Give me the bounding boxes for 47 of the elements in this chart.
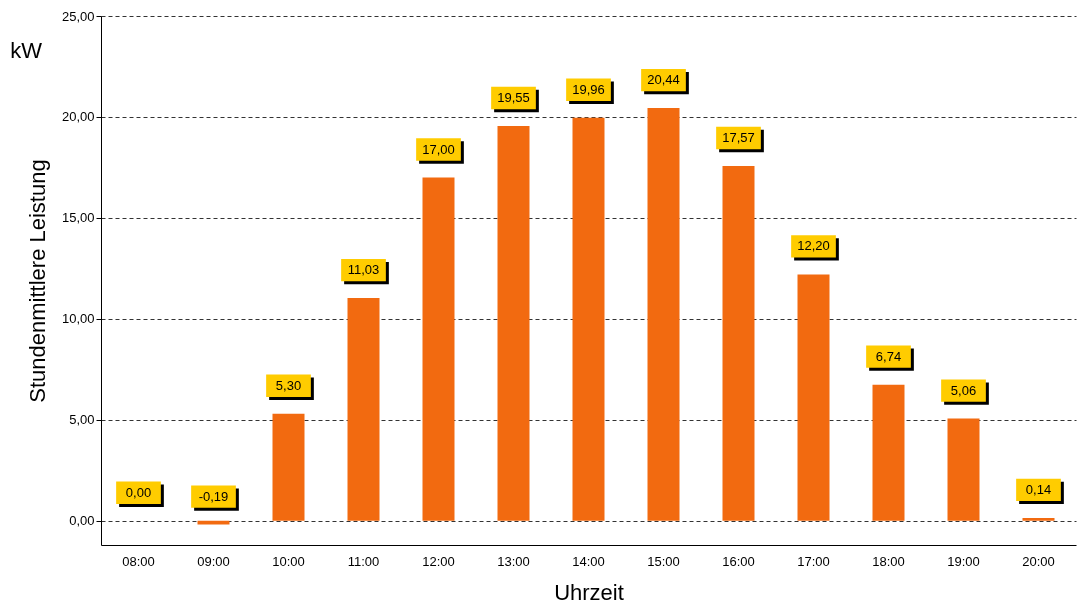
data-label: 19,55 — [497, 90, 530, 106]
text: kW — [10, 38, 43, 63]
data-label: 20,44 — [647, 72, 680, 88]
data-label: 17,57 — [722, 130, 755, 146]
x-axis-title: Uhrzeit — [554, 579, 624, 605]
y-tick-label: 15,00 — [61, 210, 95, 226]
x-tick-label: 18:00 — [872, 553, 905, 569]
data-label: 11,03 — [347, 262, 380, 278]
bar — [647, 108, 680, 521]
bar — [872, 384, 905, 521]
bar — [272, 413, 305, 521]
data-label: 12,20 — [797, 238, 830, 254]
data-label: 6,74 — [875, 348, 902, 364]
bar — [347, 298, 380, 521]
y-tick-label: 10,00 — [61, 311, 95, 327]
y-tick-label: 5,00 — [69, 412, 95, 428]
data-label: 0,14 — [1025, 481, 1052, 497]
data-label: 17,00 — [422, 141, 455, 157]
bar — [1022, 517, 1055, 521]
x-tick-label: 15:00 — [647, 553, 680, 569]
y-axis-title: Stundenmittlere Leistung — [24, 159, 50, 403]
bar — [422, 177, 455, 521]
bar — [497, 126, 530, 521]
y-tick-label: 0,00 — [69, 513, 95, 529]
data-label: -0,19 — [198, 488, 229, 504]
data-label: 5,30 — [275, 377, 302, 393]
data-label: 0,00 — [125, 484, 152, 500]
x-tick-label: 09:00 — [197, 553, 230, 569]
y-tick-label: 25,00 — [61, 8, 95, 24]
bar — [947, 418, 980, 521]
bar — [572, 117, 605, 521]
x-tick-label: 17:00 — [797, 553, 830, 569]
data-label: 19,96 — [572, 81, 605, 97]
x-tick-label: 16:00 — [722, 553, 755, 569]
x-tick-label: 20:00 — [1022, 553, 1055, 569]
bar — [197, 520, 230, 525]
bar — [797, 274, 830, 521]
y-tick-label: 20,00 — [61, 109, 95, 125]
bar — [722, 166, 755, 521]
x-tick-label: 14:00 — [572, 553, 605, 569]
x-tick-label: 11:00 — [347, 553, 380, 569]
x-tick-label: 10:00 — [272, 553, 305, 569]
x-tick-label: 13:00 — [497, 553, 530, 569]
x-tick-label: 08:00 — [122, 553, 155, 569]
x-tick-label: 19:00 — [947, 553, 980, 569]
data-label: 5,06 — [950, 382, 977, 398]
x-tick-label: 12:00 — [422, 553, 455, 569]
